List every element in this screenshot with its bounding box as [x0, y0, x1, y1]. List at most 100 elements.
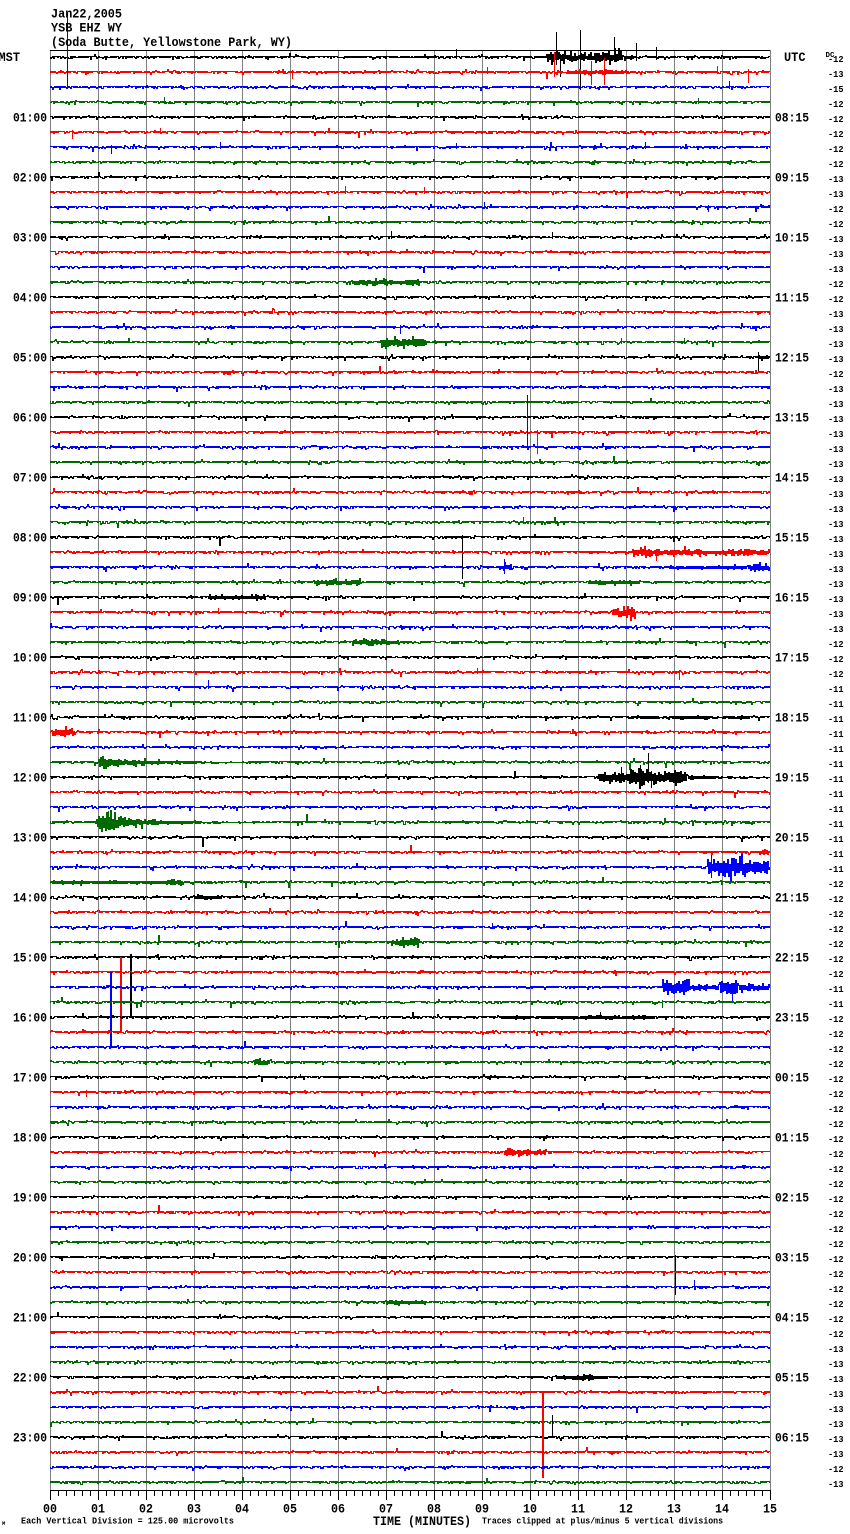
svg-text:-12: -12	[828, 295, 844, 305]
svg-text:-13: -13	[828, 475, 844, 485]
svg-text:19:15: 19:15	[775, 772, 809, 786]
svg-text:14: 14	[715, 1503, 729, 1517]
svg-text:-12: -12	[828, 910, 844, 920]
svg-text:-13: -13	[828, 1480, 844, 1490]
svg-text:DC: DC	[826, 52, 835, 60]
svg-text:-13: -13	[828, 430, 844, 440]
svg-text:11: 11	[571, 1503, 585, 1517]
svg-text:-12: -12	[828, 1075, 844, 1085]
svg-text:-12: -12	[828, 100, 844, 110]
svg-text:15:00: 15:00	[13, 952, 47, 966]
svg-text:11:15: 11:15	[775, 292, 809, 306]
svg-text:10:15: 10:15	[775, 232, 809, 246]
svg-text:M: M	[2, 1520, 6, 1527]
svg-text:-12: -12	[828, 145, 844, 155]
svg-text:00: 00	[43, 1503, 57, 1517]
svg-text:01:00: 01:00	[13, 112, 47, 126]
svg-text:01: 01	[91, 1503, 105, 1517]
svg-text:03:00: 03:00	[13, 232, 47, 246]
svg-text:-12: -12	[828, 1330, 844, 1340]
svg-text:YSB EHZ WY: YSB EHZ WY	[51, 21, 122, 36]
svg-text:-13: -13	[828, 580, 844, 590]
svg-text:-11: -11	[828, 685, 844, 695]
svg-text:-13: -13	[828, 595, 844, 605]
svg-text:-12: -12	[828, 1225, 844, 1235]
svg-text:-12: -12	[828, 1255, 844, 1265]
svg-text:Jan22,2005: Jan22,2005	[51, 7, 122, 22]
svg-text:-13: -13	[828, 550, 844, 560]
svg-text:00:15: 00:15	[775, 1072, 809, 1086]
svg-text:22:15: 22:15	[775, 952, 809, 966]
svg-text:06: 06	[331, 1503, 345, 1517]
svg-text:-13: -13	[828, 445, 844, 455]
svg-text:07: 07	[379, 1503, 393, 1517]
svg-text:02:15: 02:15	[775, 1192, 809, 1206]
svg-text:06:15: 06:15	[775, 1432, 809, 1446]
svg-text:18:15: 18:15	[775, 712, 809, 726]
svg-text:12:00: 12:00	[13, 772, 47, 786]
svg-text:-13: -13	[828, 505, 844, 515]
svg-text:19:00: 19:00	[13, 1192, 47, 1206]
svg-text:-11: -11	[828, 745, 844, 755]
svg-text:-11: -11	[828, 850, 844, 860]
svg-text:-12: -12	[828, 1180, 844, 1190]
svg-text:05:15: 05:15	[775, 1372, 809, 1386]
svg-text:-11: -11	[828, 805, 844, 815]
svg-text:-12: -12	[828, 970, 844, 980]
svg-text:09:00: 09:00	[13, 592, 47, 606]
svg-text:-12: -12	[828, 1090, 844, 1100]
svg-text:-13: -13	[828, 610, 844, 620]
svg-text:-12: -12	[828, 655, 844, 665]
svg-text:-13: -13	[828, 310, 844, 320]
svg-text:TIME (MINUTES): TIME (MINUTES)	[373, 1514, 471, 1529]
svg-text:MST: MST	[0, 51, 20, 65]
svg-text:-11: -11	[828, 760, 844, 770]
svg-text:14:00: 14:00	[13, 892, 47, 906]
svg-text:13:15: 13:15	[775, 412, 809, 426]
svg-text:23:00: 23:00	[13, 1432, 47, 1446]
svg-text:16:00: 16:00	[13, 1012, 47, 1026]
svg-text:-12: -12	[828, 370, 844, 380]
svg-text:-13: -13	[828, 235, 844, 245]
svg-text:-13: -13	[828, 1345, 844, 1355]
svg-text:-13: -13	[828, 265, 844, 275]
svg-text:-12: -12	[828, 640, 844, 650]
svg-text:-12: -12	[828, 1060, 844, 1070]
svg-text:03: 03	[187, 1503, 201, 1517]
svg-text:-13: -13	[828, 490, 844, 500]
svg-text:-12: -12	[828, 1300, 844, 1310]
svg-text:-13: -13	[828, 1435, 844, 1445]
svg-text:10: 10	[523, 1503, 537, 1517]
svg-text:04:15: 04:15	[775, 1312, 809, 1326]
svg-text:-11: -11	[828, 985, 844, 995]
svg-text:04:00: 04:00	[13, 292, 47, 306]
svg-text:-13: -13	[828, 175, 844, 185]
svg-text:-13: -13	[828, 325, 844, 335]
svg-text:-12: -12	[828, 925, 844, 935]
svg-text:-11: -11	[828, 1000, 844, 1010]
svg-text:-12: -12	[828, 940, 844, 950]
svg-text:-13: -13	[828, 70, 844, 80]
svg-text:07:00: 07:00	[13, 472, 47, 486]
svg-text:-12: -12	[828, 130, 844, 140]
svg-text:-12: -12	[828, 1045, 844, 1055]
svg-text:-13: -13	[828, 625, 844, 635]
svg-text:-12: -12	[828, 670, 844, 680]
svg-text:09:15: 09:15	[775, 172, 809, 186]
svg-text:-12: -12	[828, 955, 844, 965]
svg-text:-13: -13	[828, 1405, 844, 1415]
svg-text:-12: -12	[828, 1150, 844, 1160]
svg-text:-12: -12	[828, 1105, 844, 1115]
svg-text:-13: -13	[828, 250, 844, 260]
svg-text:-12: -12	[828, 1285, 844, 1295]
svg-text:-13: -13	[828, 355, 844, 365]
svg-text:-12: -12	[828, 1135, 844, 1145]
svg-text:12:15: 12:15	[775, 352, 809, 366]
svg-text:05:00: 05:00	[13, 352, 47, 366]
svg-text:-13: -13	[828, 1390, 844, 1400]
svg-text:18:00: 18:00	[13, 1132, 47, 1146]
svg-text:03:15: 03:15	[775, 1252, 809, 1266]
svg-text:16:15: 16:15	[775, 592, 809, 606]
svg-text:21:00: 21:00	[13, 1312, 47, 1326]
svg-text:-12: -12	[828, 1315, 844, 1325]
